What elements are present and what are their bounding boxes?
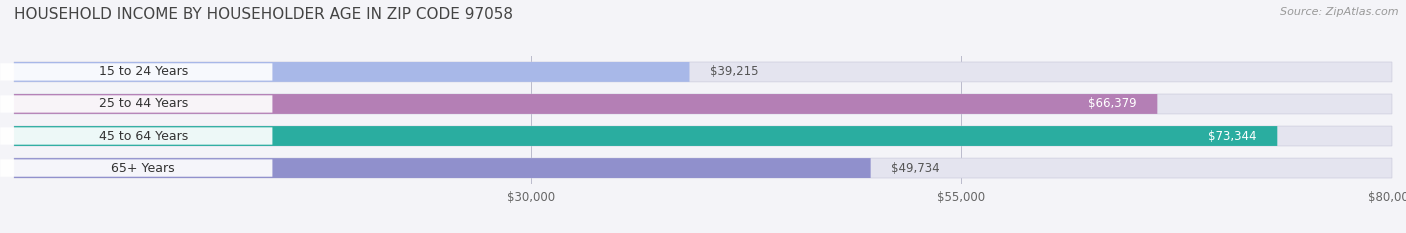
FancyBboxPatch shape — [14, 126, 1392, 146]
FancyBboxPatch shape — [14, 158, 870, 178]
FancyBboxPatch shape — [0, 159, 273, 177]
FancyBboxPatch shape — [0, 95, 273, 113]
FancyBboxPatch shape — [0, 63, 273, 81]
Text: 15 to 24 Years: 15 to 24 Years — [98, 65, 188, 79]
Text: $66,379: $66,379 — [1088, 97, 1136, 110]
Text: $49,734: $49,734 — [891, 161, 941, 175]
Text: 45 to 64 Years: 45 to 64 Years — [98, 130, 188, 143]
Text: Source: ZipAtlas.com: Source: ZipAtlas.com — [1281, 7, 1399, 17]
FancyBboxPatch shape — [14, 94, 1392, 114]
Text: HOUSEHOLD INCOME BY HOUSEHOLDER AGE IN ZIP CODE 97058: HOUSEHOLD INCOME BY HOUSEHOLDER AGE IN Z… — [14, 7, 513, 22]
Text: 25 to 44 Years: 25 to 44 Years — [98, 97, 188, 110]
FancyBboxPatch shape — [14, 62, 1392, 82]
FancyBboxPatch shape — [0, 127, 273, 145]
Text: $73,344: $73,344 — [1208, 130, 1257, 143]
FancyBboxPatch shape — [14, 126, 1277, 146]
FancyBboxPatch shape — [14, 94, 1157, 114]
Text: 65+ Years: 65+ Years — [111, 161, 176, 175]
FancyBboxPatch shape — [14, 62, 689, 82]
FancyBboxPatch shape — [14, 158, 1392, 178]
Text: $39,215: $39,215 — [710, 65, 759, 79]
